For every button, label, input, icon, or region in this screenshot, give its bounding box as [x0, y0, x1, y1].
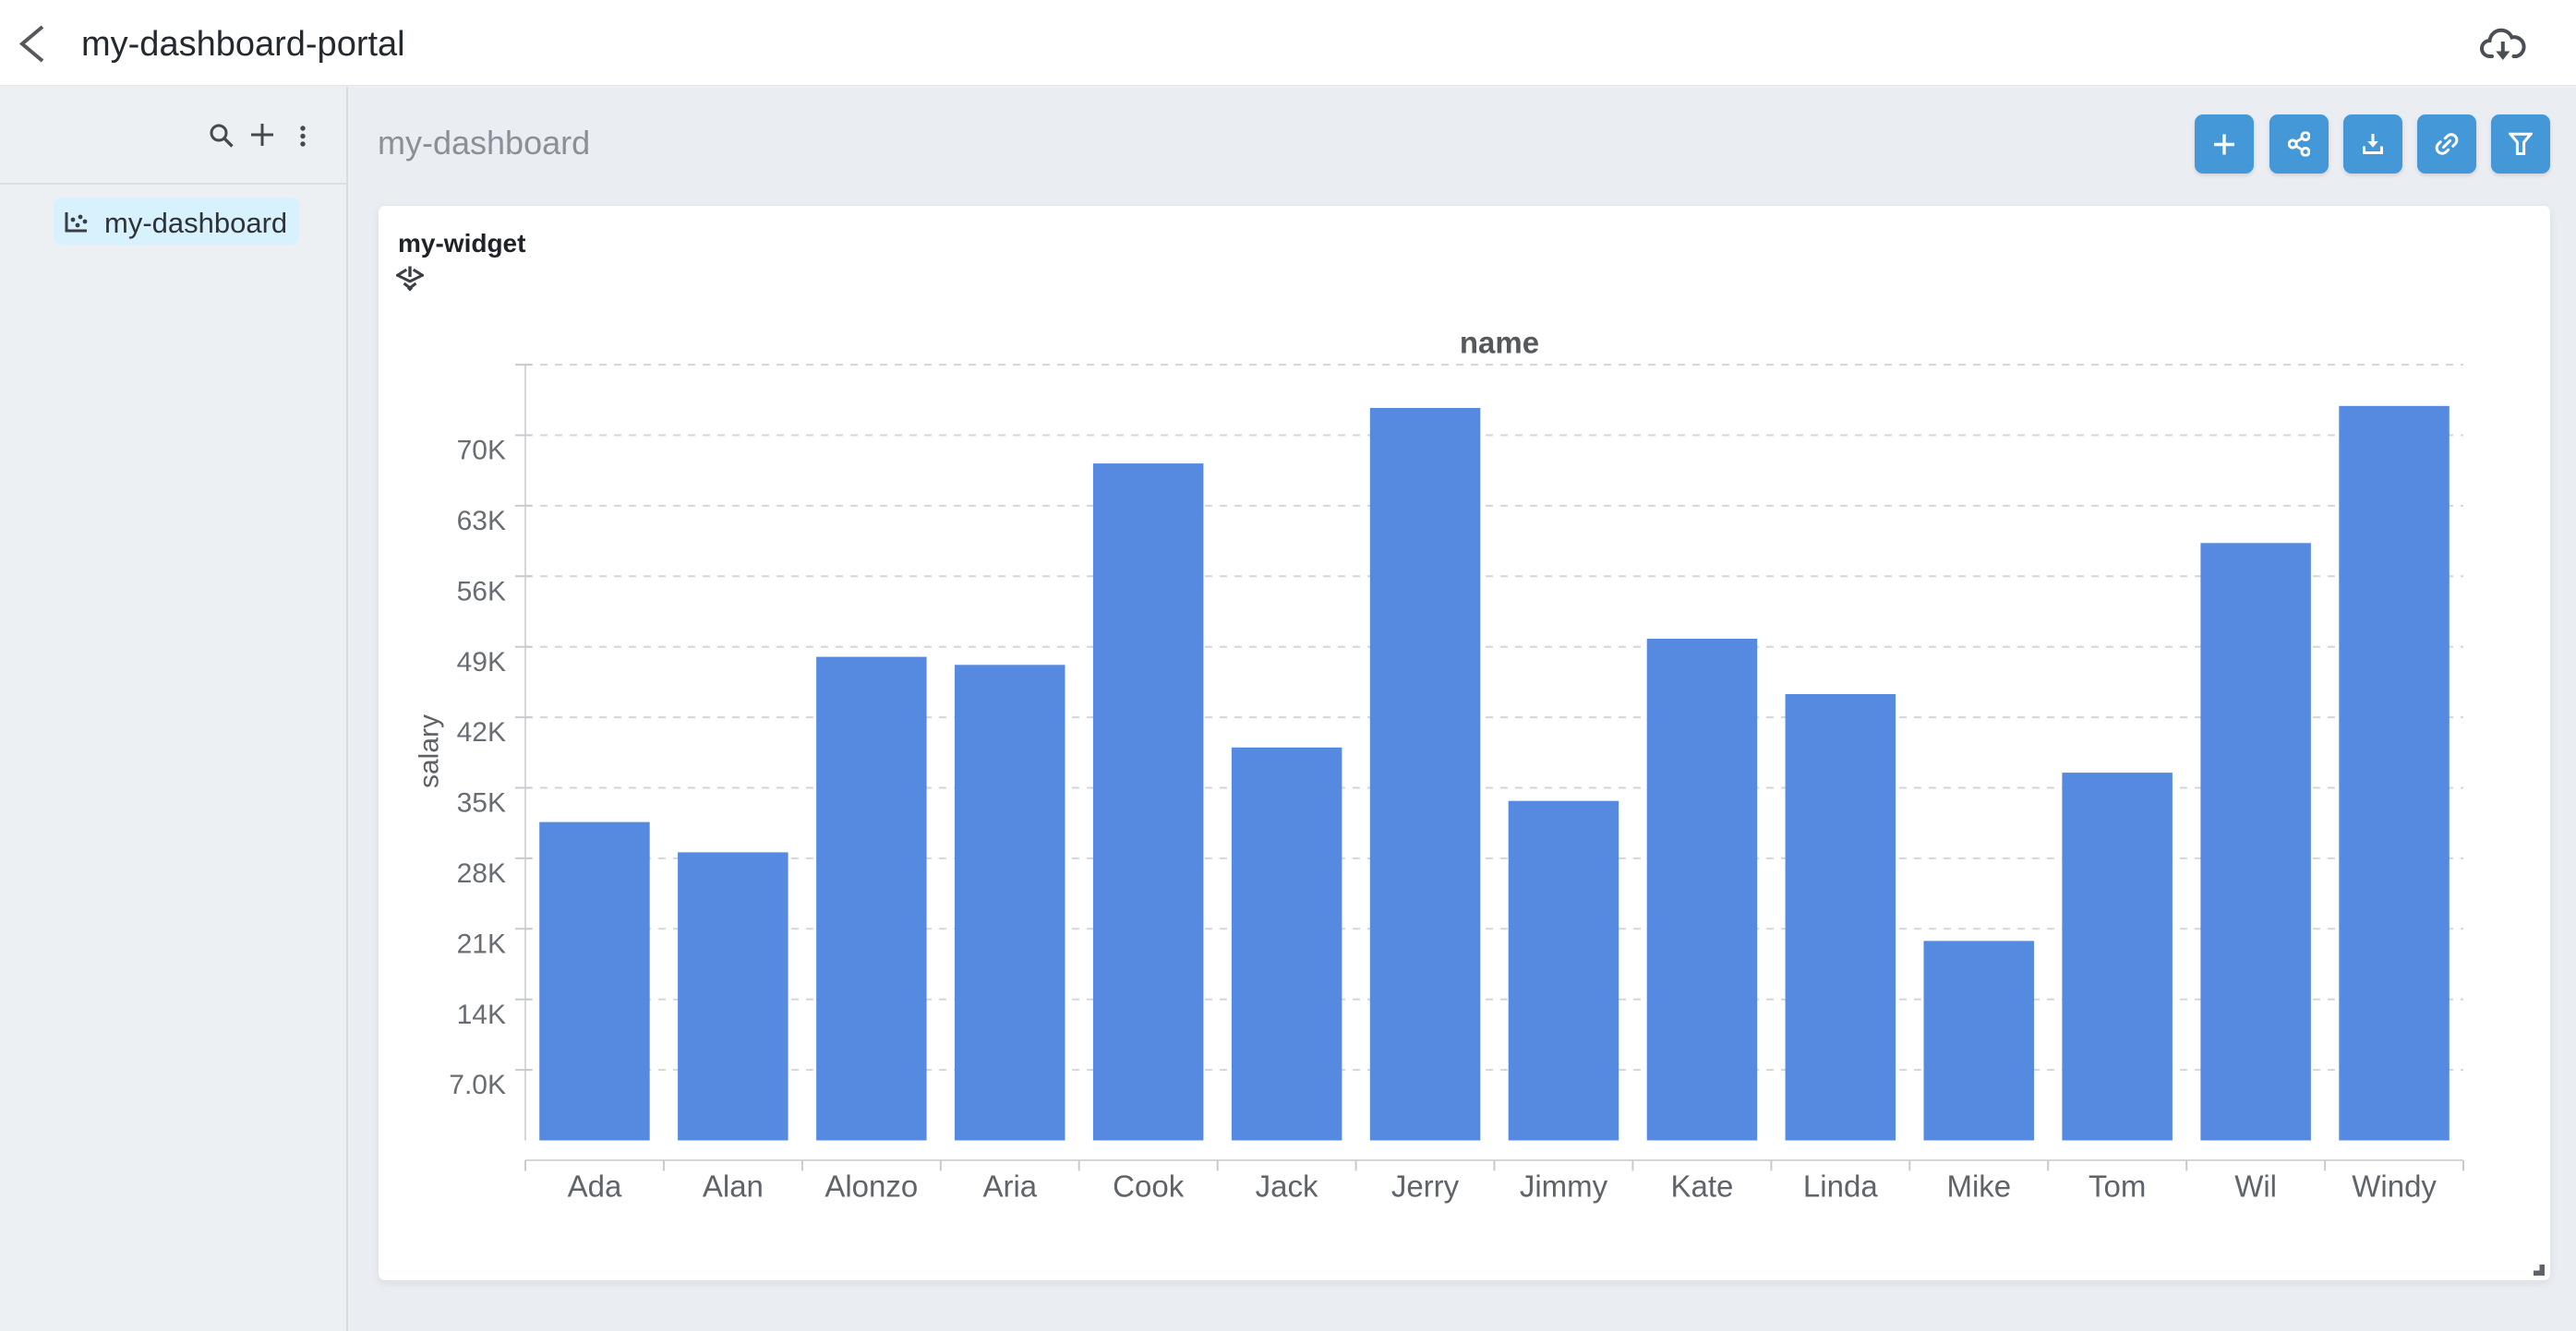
svg-text:Linda: Linda: [1803, 1169, 1878, 1204]
svg-text:63K: 63K: [457, 506, 506, 536]
svg-text:Aria: Aria: [982, 1169, 1037, 1204]
svg-text:Alan: Alan: [703, 1169, 764, 1204]
svg-text:14K: 14K: [457, 1000, 506, 1030]
svg-text:Ada: Ada: [568, 1169, 622, 1204]
svg-text:Windy: Windy: [2352, 1169, 2437, 1204]
svg-text:Alonzo: Alonzo: [825, 1169, 918, 1204]
svg-text:Jerry: Jerry: [1391, 1169, 1460, 1204]
svg-text:Jimmy: Jimmy: [1520, 1169, 1608, 1204]
svg-text:Tom: Tom: [2088, 1169, 2146, 1204]
svg-text:Jack: Jack: [1256, 1169, 1318, 1204]
svg-text:Cook: Cook: [1113, 1169, 1185, 1204]
svg-text:35K: 35K: [457, 788, 506, 819]
svg-text:Kate: Kate: [1670, 1169, 1733, 1204]
svg-text:28K: 28K: [457, 858, 506, 889]
svg-text:7.0K: 7.0K: [449, 1070, 506, 1100]
svg-text:70K: 70K: [457, 436, 506, 466]
svg-text:Mike: Mike: [1946, 1169, 2011, 1204]
svg-text:49K: 49K: [457, 647, 506, 677]
svg-text:21K: 21K: [457, 929, 506, 959]
svg-text:56K: 56K: [457, 576, 506, 606]
svg-text:Wil: Wil: [2234, 1169, 2277, 1204]
svg-text:42K: 42K: [457, 717, 506, 748]
svg-text:salary: salary: [415, 714, 445, 788]
svg-text:name: name: [1460, 326, 1539, 360]
